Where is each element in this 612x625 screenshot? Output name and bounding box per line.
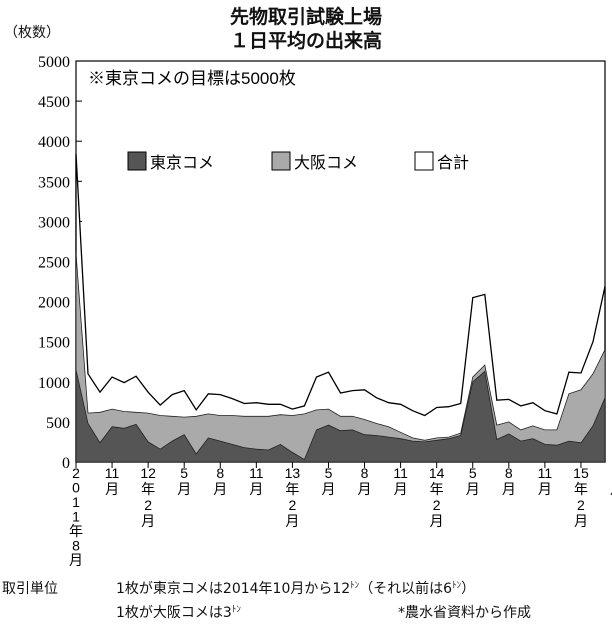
y-tick-label: 5000 [38,54,70,71]
footer-unit-heading: 取引単位 [2,581,58,597]
y-tick-label: 3500 [38,174,70,191]
y-tick-label: 0 [62,455,70,472]
y-tick-label: 4500 [38,94,70,111]
x-tick-label: 15 年 2 月 [573,465,589,529]
legend-swatch [271,151,291,171]
legend-label: 合計 [437,154,469,172]
legend-label: 大阪コメ [294,154,358,172]
x-tick-label: 5月 [610,465,612,497]
footer-source: *農水省資料から作成 [398,605,531,621]
y-axis-unit-label: （枚数） [4,25,60,41]
legend-swatch [414,151,434,171]
y-tick-label: 1000 [38,375,70,392]
chart-subtitle: １日平均の出来高 [229,30,382,52]
footer-line-1: 1枚が東京コメは2014年10月から12ﾄﾝ（それ以前は6ﾄﾝ） [116,578,475,598]
ton-mark-2: ﾄﾝ [452,581,462,591]
footer-line-1-note: （それ以前は6 [359,581,453,597]
x-tick-label: 14 年 2 月 [429,465,445,529]
x-tick-label: 11 月 [249,465,264,497]
x-tick-label: 11 月 [105,465,120,497]
chart-canvas: 0 500 1000 1500 2000 2500 3000 3500 4000 4500 5000… [38,54,612,568]
x-tick-label: 11 月 [538,465,553,497]
target-annotation: ※東京コメの目標は5000枚 [88,69,296,88]
x-tick-label: 11 月 [393,465,408,497]
footer-line-2-text: 1枚が大阪コメは3 [116,605,232,621]
y-tick-label: 1500 [38,335,70,352]
footer-line-1-text: 1枚が東京コメは2014年10月から12 [116,581,351,597]
x-tick-label: 12 年 2 月 [140,465,156,529]
series-area-tokyo [75,369,606,463]
x-tick-label: 13 年 2 月 [285,465,301,529]
y-tick-label: 2000 [38,295,70,312]
ton-mark-3: ﾄﾝ [231,605,241,615]
legend-swatch [127,151,147,171]
footer-line-1-close: ） [461,581,476,597]
footer-line-2: 1枚が大阪コメは3ﾄﾝ [116,602,241,622]
chart-title: 先物取引試験上場 [229,6,382,28]
y-tick-label: 500 [46,415,70,432]
y-tick-label: 4000 [38,134,70,151]
y-tick-label: 3000 [38,214,70,231]
y-tick-label: 2500 [38,255,70,272]
ton-mark: ﾄﾝ [350,581,360,591]
legend-label: 東京コメ [150,154,214,172]
